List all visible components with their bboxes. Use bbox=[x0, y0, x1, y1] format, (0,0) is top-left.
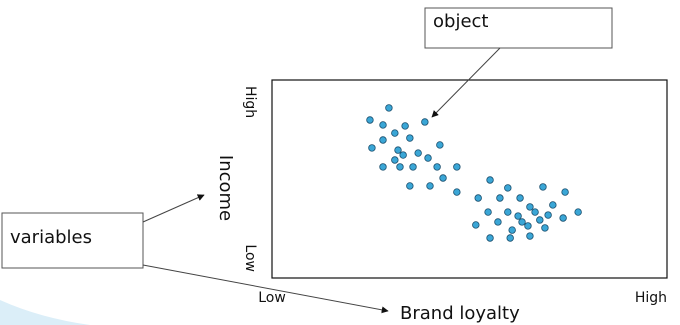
y-tick-label: Low bbox=[242, 244, 258, 272]
point bbox=[426, 182, 434, 190]
point bbox=[385, 104, 393, 112]
point bbox=[379, 121, 387, 129]
point bbox=[391, 129, 399, 137]
point bbox=[396, 163, 404, 171]
point bbox=[472, 221, 480, 229]
object-box bbox=[424, 7, 613, 49]
point bbox=[453, 188, 461, 196]
point bbox=[439, 174, 447, 182]
point bbox=[424, 154, 432, 162]
point bbox=[484, 208, 492, 216]
point bbox=[401, 122, 409, 130]
point bbox=[486, 234, 494, 242]
arrow bbox=[142, 264, 389, 314]
arrow bbox=[142, 194, 205, 223]
point bbox=[433, 163, 441, 171]
point bbox=[524, 222, 532, 230]
point bbox=[409, 163, 417, 171]
x-tick-label: High bbox=[635, 290, 667, 306]
point bbox=[368, 144, 376, 152]
point bbox=[421, 118, 429, 126]
arrow bbox=[431, 47, 501, 118]
y-tick-label: High bbox=[242, 86, 258, 118]
point bbox=[379, 163, 387, 171]
point bbox=[559, 214, 567, 222]
point bbox=[453, 163, 461, 171]
point bbox=[379, 136, 387, 144]
point bbox=[504, 184, 512, 192]
point bbox=[516, 194, 524, 202]
point bbox=[508, 226, 516, 234]
point bbox=[536, 216, 544, 224]
point bbox=[496, 194, 504, 202]
object-label: object bbox=[433, 11, 488, 32]
point bbox=[366, 116, 374, 124]
decoration bbox=[0, 300, 90, 325]
point bbox=[518, 218, 526, 226]
plot-frame bbox=[271, 79, 668, 279]
y-axis-label: Income bbox=[215, 155, 236, 221]
point bbox=[399, 151, 407, 159]
point bbox=[506, 234, 514, 242]
variables-box bbox=[1, 212, 144, 269]
point bbox=[526, 232, 534, 240]
point bbox=[514, 212, 522, 220]
point bbox=[504, 208, 512, 216]
point bbox=[539, 183, 547, 191]
point bbox=[394, 146, 402, 154]
point bbox=[541, 224, 549, 232]
point bbox=[406, 182, 414, 190]
point bbox=[544, 211, 552, 219]
point bbox=[549, 201, 557, 209]
point bbox=[486, 176, 494, 184]
point bbox=[406, 134, 414, 142]
point bbox=[574, 208, 582, 216]
point bbox=[436, 141, 444, 149]
x-axis-label: Brand loyalty bbox=[400, 303, 520, 324]
point bbox=[531, 208, 539, 216]
point bbox=[494, 218, 502, 226]
variables-label: variables bbox=[10, 227, 92, 248]
x-tick-label: Low bbox=[258, 290, 286, 306]
point bbox=[561, 188, 569, 196]
point bbox=[526, 203, 534, 211]
point bbox=[391, 156, 399, 164]
point bbox=[474, 194, 482, 202]
point bbox=[414, 149, 422, 157]
